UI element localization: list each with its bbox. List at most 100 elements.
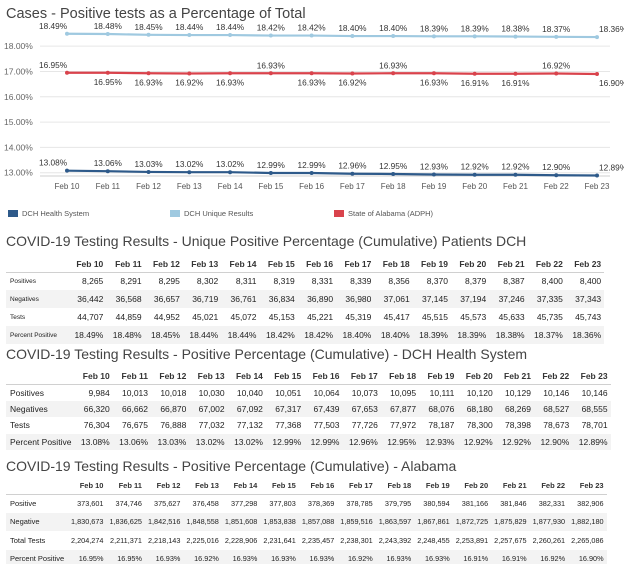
data-point <box>309 170 314 175</box>
table-cell: 45,153 <box>268 312 295 322</box>
data-label: 13.02% <box>175 159 204 169</box>
data-point <box>187 71 192 76</box>
column-header: Feb 17 <box>342 368 381 385</box>
column-header: Feb 19 <box>414 478 453 495</box>
table-cell: 8,370 <box>426 276 448 287</box>
table-cell: 18.42% <box>297 326 337 344</box>
data-label: 16.93% <box>134 77 163 87</box>
data-point <box>268 33 273 38</box>
table-cell: 16.91% <box>452 549 492 564</box>
table-cell: 44,952 <box>153 312 180 322</box>
table-row: Negative 1,830,673 1,836,625 1,842,516 1,848… <box>6 512 607 531</box>
table-cell: 2,248,455 <box>417 535 450 545</box>
table-cell: 37,343 <box>565 290 605 308</box>
data-point <box>187 170 192 175</box>
column-header: Feb 13 <box>189 368 228 385</box>
data-point <box>146 71 151 76</box>
table-cell: 382,906 <box>577 499 604 508</box>
table-cell: 8,339 <box>350 276 372 287</box>
data-label: 16.91% <box>501 78 530 88</box>
column-header: Feb 14 <box>227 368 266 385</box>
table-cell: 76,675 <box>122 420 149 431</box>
x-tick-label: Feb 14 <box>218 182 243 191</box>
row-label: Negative <box>6 512 68 531</box>
data-label: 18.49% <box>39 21 68 31</box>
y-tick-label: 18.00% <box>4 41 33 51</box>
table-cell: 16.93% <box>375 549 415 564</box>
table-cell: 1,857,088 <box>298 512 338 531</box>
table-cell: 18.44% <box>182 326 222 344</box>
x-tick-label: Feb 20 <box>462 182 487 191</box>
table-cell: 8,387 <box>503 276 525 287</box>
data-point <box>65 168 69 173</box>
y-tick-label: 16.00% <box>4 92 33 102</box>
table-row: Positive 373,601 374,746 375,627 376,458 377,… <box>6 494 607 513</box>
row-label: Negatives <box>6 290 68 308</box>
column-header: Feb 11 <box>106 478 145 495</box>
data-point <box>268 170 273 175</box>
data-point <box>268 71 273 76</box>
x-tick-label: Feb 17 <box>340 182 365 191</box>
table-header-row: Feb 10 Feb 11 Feb 12 Feb 13 Feb 14 Feb 15 Feb … <box>6 368 611 385</box>
table-cell: 2,211,371 <box>110 535 142 545</box>
data-label: 13.06% <box>94 158 123 168</box>
table-cell: 12.92% <box>495 433 534 450</box>
table-cell: 8,400 <box>541 276 563 287</box>
data-label: 16.92% <box>175 78 204 88</box>
y-tick-label: 13.00% <box>4 168 33 178</box>
table-cell: 18.39% <box>450 326 490 344</box>
data-point <box>228 33 233 38</box>
column-header: Feb 19 <box>419 368 458 385</box>
table-cell: 45,319 <box>345 312 372 322</box>
column-header: Feb 20 <box>452 478 492 495</box>
table-cell: 12.95% <box>380 433 420 450</box>
x-tick-label: Feb 23 <box>585 182 610 191</box>
column-header: Feb 23 <box>565 256 605 273</box>
y-tick-label: 14.00% <box>4 142 33 152</box>
row-label: Percent Positive <box>6 433 75 450</box>
table-cell: 18.37% <box>527 326 566 344</box>
table-cell: 18.48% <box>106 326 145 344</box>
data-point <box>105 32 110 37</box>
table-cell: 10,051 <box>275 387 302 398</box>
data-label: 18.45% <box>134 22 163 32</box>
data-point <box>350 71 355 76</box>
data-label: 18.44% <box>216 22 245 32</box>
table-cell: 18.40% <box>374 326 413 344</box>
table-cell: 1,872,725 <box>452 512 492 531</box>
chart-title: Cases - Positive tests as a Percentage o… <box>6 6 306 22</box>
table-cell: 67,439 <box>304 400 343 417</box>
data-point <box>554 71 559 76</box>
table-cell: 36,834 <box>259 290 298 308</box>
data-label: 13.02% <box>216 159 245 169</box>
table-cell: 13.06% <box>112 433 152 450</box>
data-point <box>472 172 477 177</box>
table-cell: 10,146 <box>543 387 570 398</box>
table-cell: 16.91% <box>491 549 530 564</box>
data-label: 18.48% <box>94 21 123 31</box>
table-cell: 66,662 <box>112 400 152 417</box>
data-label: 18.42% <box>257 23 286 33</box>
row-label: Tests <box>10 313 26 321</box>
x-tick-label: Feb 21 <box>503 182 528 191</box>
row-label: Percent Positive <box>6 326 68 344</box>
column-header: Feb 12 <box>151 368 190 385</box>
data-label: 16.95% <box>39 60 68 70</box>
table-row: Negatives 66,320 66,662 66,870 67,002 67,092 6… <box>6 400 611 417</box>
data-point <box>431 34 436 39</box>
legend-state-of-alabama: State of Alabama (ADPH) <box>334 209 433 218</box>
data-label: 12.95% <box>379 161 408 171</box>
table-cell: 18.45% <box>144 326 183 344</box>
table-cell: 13.02% <box>227 433 266 450</box>
table-cell: 67,877 <box>380 400 420 417</box>
table-cell: 376,458 <box>192 499 219 508</box>
table-cell: 10,120 <box>466 387 493 398</box>
column-header: Feb 10 <box>68 478 107 495</box>
table-cell: 1,882,180 <box>568 512 607 531</box>
table-cell: 1,851,608 <box>221 512 261 531</box>
table-cell: 8,291 <box>120 276 142 287</box>
table-cell: 2,235,457 <box>301 535 335 545</box>
table-cell: 1,830,673 <box>68 512 107 531</box>
table-cell: 8,302 <box>196 276 219 287</box>
table-cell: 13.03% <box>151 433 190 450</box>
